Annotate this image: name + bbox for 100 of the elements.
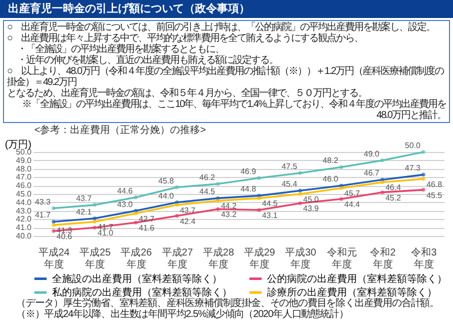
data-label: 43.9 [303, 204, 320, 214]
point [257, 176, 261, 180]
data-label: 46.9 [240, 167, 257, 176]
point [92, 226, 97, 230]
legend-label: 私的病院の出産費用（室料差額等除く） [52, 286, 232, 298]
data-label: 46.7 [364, 168, 380, 178]
point [298, 188, 302, 193]
data-label: 45.5 [426, 190, 443, 200]
text: となるため、出産育児一時金の額は、令和５年４月から、全国一律で、５０万円とする。 [7, 88, 367, 99]
point [339, 197, 344, 201]
data-label: 41.0 [98, 228, 114, 238]
data-label: 41.6 [138, 224, 155, 233]
point [134, 211, 138, 216]
y-tick-label: 48.0 [16, 164, 32, 174]
data-label: 43.7 [180, 206, 196, 215]
point [52, 229, 56, 233]
data-label: 44.0 [158, 191, 174, 200]
data-label: 43.3 [34, 197, 52, 206]
y-tick-label: 43.0 [16, 206, 32, 216]
data-label: 42.1 [76, 207, 92, 216]
data-label: 48.2 [322, 156, 339, 166]
data-label: 45.7 [344, 189, 360, 198]
text: ○ 出産育児一時金の額については、前回の引き上げ時は、「公的病院」の平均出産費用を勘案し、設定。 [7, 22, 436, 33]
point [174, 185, 179, 190]
x-tick-label: 平成27年度 [162, 246, 194, 270]
point [92, 203, 97, 207]
point [422, 188, 426, 192]
data-label: 43.0 [117, 200, 134, 209]
point [257, 196, 261, 200]
data-label: 41.7 [34, 210, 52, 220]
point [92, 220, 97, 224]
point [339, 165, 344, 169]
text: ※「全施設」の平均出産費用は、ここ10年、毎年平均で1.4%上昇しており、令和４年度の平均出産費用を48.0万円と推計。 [21, 99, 446, 121]
point [52, 223, 56, 227]
point [298, 201, 302, 206]
x-tick-label: 令和3年度 [411, 246, 438, 270]
text: ○ 以上より、48.0万円（令和４年度の全施設平均出産費用の推計額（※））＋1.2万円（産科医療補償制度の掛金）＝49.2万円 [7, 66, 445, 88]
data-label: 42.4 [180, 216, 196, 226]
x-tick-label: 平成26年度 [120, 246, 152, 270]
point [174, 214, 179, 218]
point [216, 182, 220, 186]
x-tick-label: 令和2年度 [370, 246, 396, 270]
point [216, 207, 220, 211]
x-tick-label: 平成24年度 [38, 246, 70, 270]
text: ・「全施設」の平均出産費用を勘案するとともに、 [16, 44, 224, 55]
data-label: 45.8 [158, 176, 174, 186]
point [92, 216, 97, 220]
data-label: 49.0 [364, 149, 380, 158]
data-label: 47.5 [282, 162, 298, 171]
point [174, 203, 179, 207]
x-tick-label: 平成29年度 [244, 246, 276, 270]
point [216, 198, 220, 203]
data-label: 46.0 [322, 174, 339, 184]
point [380, 158, 384, 162]
x-tick-label: 平成30年度 [285, 246, 317, 270]
text: （※）平成24年以降、出生数は年間平均2.5%減少傾向（2020年人口動態統計） [16, 309, 350, 320]
point [422, 177, 426, 181]
data-label: 44.8 [240, 184, 257, 194]
x-tick-label: 令和元年度 [326, 246, 357, 270]
point [298, 192, 302, 196]
point [52, 220, 56, 224]
data-label: 43.2 [220, 210, 238, 220]
data-label: 46.8 [426, 180, 443, 189]
point [380, 190, 384, 194]
data-label: 50.0 [404, 141, 421, 150]
legend-label: 診療所の出産費用（室料差額等除く） [267, 286, 437, 298]
data-label: 46.2 [199, 172, 216, 182]
data-label: 44.6 [117, 186, 134, 196]
x-tick-label: 平成28年度 [202, 246, 234, 270]
y-tick-label: 40.0 [16, 232, 32, 240]
y-tick-label: 49.0 [16, 156, 32, 165]
y-tick-label: 44.0 [16, 198, 32, 207]
point [422, 150, 426, 154]
data-label: 44.4 [344, 200, 360, 210]
legend-label: 全施設の出産費用（室料差額等除く） [52, 272, 222, 285]
text: ・近年の伸びを勘案し、直近の出産費用も賄える額に設定する。 [16, 55, 278, 66]
data-label: 44.5 [262, 199, 278, 208]
y-axis-title: (万円) [4, 140, 32, 150]
point [298, 171, 302, 175]
point [134, 220, 138, 224]
point [52, 206, 56, 210]
y-tick-label: 41.0 [16, 223, 32, 232]
data-label: 44.2 [220, 202, 238, 211]
data-label: 44.5 [199, 187, 216, 196]
data-label: 45.4 [282, 180, 298, 189]
y-tick-label: 46.0 [16, 181, 32, 190]
data-label: 43.7 [76, 194, 92, 203]
point [134, 195, 138, 200]
x-tick-label: 平成25年度 [80, 246, 112, 270]
legend-label: 公的病院の出産費用（室料差額等除く） [267, 272, 447, 285]
data-label: 45.2 [385, 193, 402, 202]
y-tick-label: 42.0 [16, 214, 32, 224]
data-label: 43.1 [262, 210, 278, 220]
chart-title: 出産育児一時金の引上げ額について（政令事項） [0, 0, 453, 18]
y-tick-label: 50.0 [16, 148, 32, 156]
data-label: 47.3 [404, 164, 421, 173]
chart-subtitle: <参考：出産費用（正常分娩）の推移> [34, 124, 206, 136]
text: ○ 出産費用は年々上昇する中で、平均的な標準費用を全て賄えるようにする観点から、 [7, 33, 364, 44]
y-tick-label: 47.0 [16, 172, 32, 182]
text: （データ）厚生労働省、室料差額、産科医療補償制度掛金、その他の費目を除く出産費用の合計額。 [16, 298, 440, 309]
